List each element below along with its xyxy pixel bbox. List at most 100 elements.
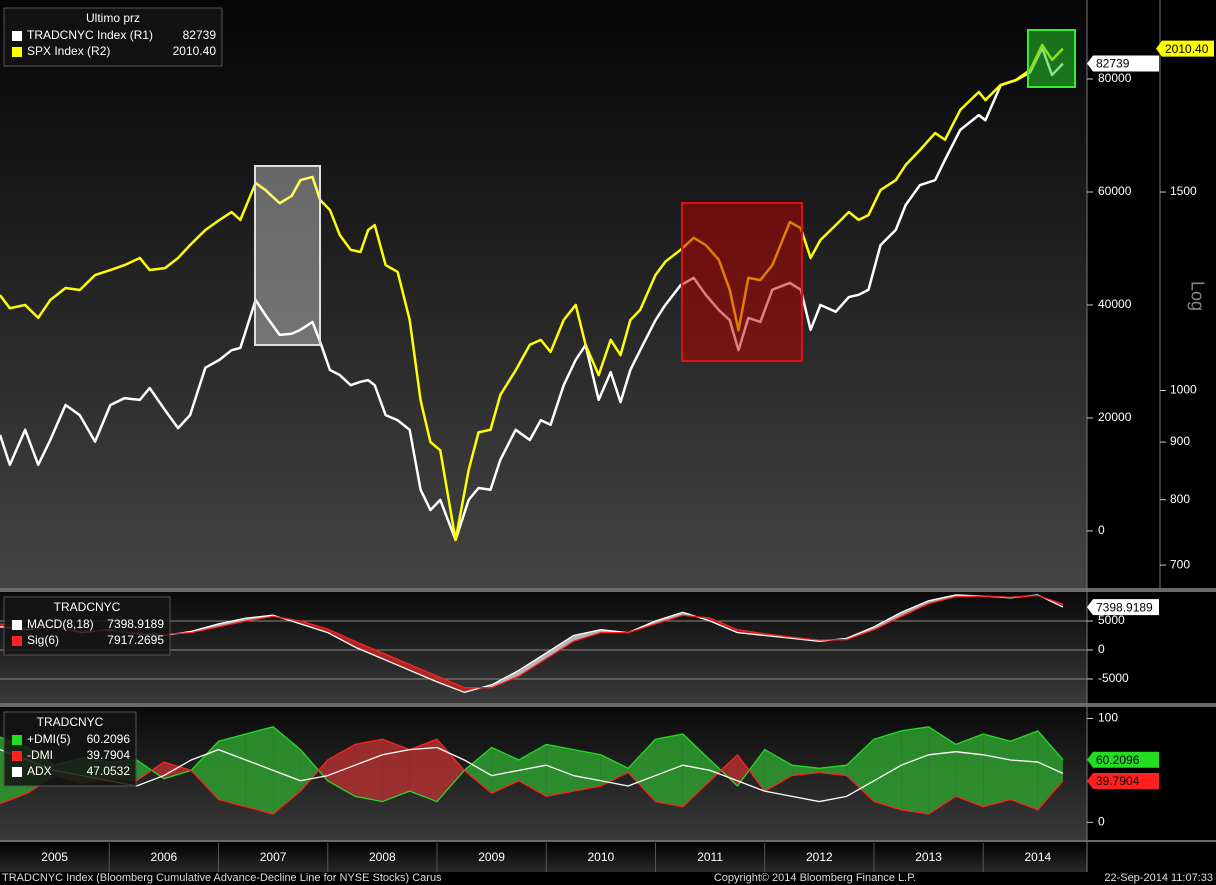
fill-between xyxy=(655,612,683,624)
legend-title: Ultimo prz xyxy=(86,11,140,25)
fill-between xyxy=(355,739,383,802)
legend-swatch xyxy=(12,636,22,646)
fill-between xyxy=(573,749,601,792)
main-panel xyxy=(0,0,1087,588)
series-line xyxy=(0,738,1064,815)
fill-between xyxy=(300,620,328,633)
date-bar xyxy=(0,842,1087,872)
y-tick-label: 80000 xyxy=(1098,71,1132,85)
legend-label: Sig(6) xyxy=(27,633,59,647)
y-tick-label: 60000 xyxy=(1098,184,1132,198)
fill-between xyxy=(355,641,383,659)
y2-tick-label: 800 xyxy=(1170,492,1190,506)
legend-value: 2010.40 xyxy=(173,44,217,58)
fill-between xyxy=(518,652,547,677)
fill-between xyxy=(749,749,765,792)
fill-between xyxy=(436,739,465,802)
x-tick-label: 2006 xyxy=(151,850,178,864)
x-tick-label: 2011 xyxy=(697,850,723,864)
legend-box xyxy=(3,711,137,787)
fill-between xyxy=(710,618,738,633)
y-tick-label: 0 xyxy=(1098,642,1105,656)
fill-between xyxy=(600,754,629,786)
value-tag xyxy=(1087,599,1159,616)
fill-between xyxy=(873,730,902,810)
highlights xyxy=(254,29,1076,362)
legend-label: +DMI(5) xyxy=(27,732,71,746)
legend-value: 60.2096 xyxy=(87,732,131,746)
legend-label: -DMI xyxy=(27,748,53,762)
fill-between xyxy=(151,762,164,779)
fill-between xyxy=(163,762,192,779)
y2-tick-label: 900 xyxy=(1170,434,1190,448)
series-line xyxy=(0,594,1064,689)
legend-box xyxy=(3,596,171,656)
footer-source: TRADCNYC Index (Bloomberg Cumulative Adv… xyxy=(2,872,442,884)
legend-label: TRADCNYC Index (R1) xyxy=(27,28,153,42)
value-tag-label: 60.2096 xyxy=(1096,753,1140,767)
legend-swatch xyxy=(12,767,22,777)
legend-box xyxy=(3,7,223,67)
fill-between xyxy=(1037,730,1063,810)
y-tick-label: 20000 xyxy=(1098,410,1132,424)
series-line xyxy=(0,43,1064,542)
fill-between xyxy=(901,726,929,815)
x-tick-label: 2013 xyxy=(915,850,942,864)
value-tag-label: 39.7904 xyxy=(1096,774,1140,788)
y2-tick-label: 700 xyxy=(1170,557,1190,571)
fill-between xyxy=(382,652,410,671)
footer-copyright: Copyright© 2014 Bloomberg Finance L.P. xyxy=(714,872,916,884)
legend-value: 7917.2695 xyxy=(107,633,164,647)
highlight-box xyxy=(681,202,803,362)
fill-between xyxy=(245,726,274,815)
y-tick-label: 0 xyxy=(1098,815,1105,829)
value-tag xyxy=(1087,55,1159,72)
fill-between xyxy=(218,618,246,627)
panel-divider xyxy=(0,840,1216,842)
y-tick-label: 100 xyxy=(1098,711,1118,725)
value-tag-label: 7398.9189 xyxy=(1096,600,1153,614)
x-tick-label: 2007 xyxy=(260,850,287,864)
series-line xyxy=(0,726,1064,803)
fill-between xyxy=(928,726,956,815)
legend-label: SPX Index (R2) xyxy=(27,44,110,58)
legend-swatch xyxy=(12,31,22,41)
legend-value: 82739 xyxy=(183,28,217,42)
highlight-box xyxy=(1027,29,1076,88)
value-tag xyxy=(1087,772,1159,789)
legend-label: ADX xyxy=(27,764,52,778)
x-tick-label: 2014 xyxy=(1024,850,1051,864)
fill-between xyxy=(191,741,219,800)
legend-title: TRADCNYC xyxy=(37,715,104,729)
fill-between xyxy=(518,744,547,797)
fill-between xyxy=(901,600,929,617)
fill-between xyxy=(300,749,319,792)
fill-between xyxy=(737,754,750,786)
panel-divider xyxy=(0,588,1216,592)
y2-axis-label: Log xyxy=(1187,281,1207,311)
value-tag xyxy=(1156,40,1214,57)
legend-swatch xyxy=(12,735,22,745)
fill-between xyxy=(218,734,246,807)
fill-between xyxy=(409,739,437,802)
fill-between xyxy=(546,635,574,659)
fill-between xyxy=(764,749,793,792)
fill-between xyxy=(327,629,356,648)
x-tick-label: 2005 xyxy=(41,850,68,864)
value-tag-label: 2010.40 xyxy=(1165,42,1209,56)
fill-between xyxy=(682,734,711,807)
y-tick-label: -5000 xyxy=(1098,671,1129,685)
legend-value: 7398.9189 xyxy=(107,617,164,631)
panel-divider xyxy=(0,703,1216,707)
y2-tick-label: 1000 xyxy=(1170,383,1197,397)
series-line xyxy=(0,46,1064,542)
legend-value: 39.7904 xyxy=(87,748,131,762)
y-tick-label: 5000 xyxy=(1098,613,1125,627)
x-tick-label: 2012 xyxy=(806,850,833,864)
fill-between xyxy=(273,726,301,815)
legend-swatch xyxy=(12,751,22,761)
fill-between xyxy=(436,676,465,693)
fill-between xyxy=(1010,730,1038,810)
legend-swatch xyxy=(12,620,22,630)
